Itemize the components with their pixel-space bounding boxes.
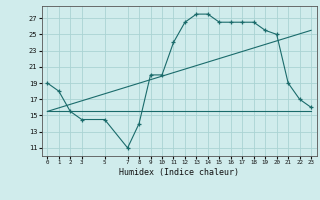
X-axis label: Humidex (Indice chaleur): Humidex (Indice chaleur)	[119, 168, 239, 177]
